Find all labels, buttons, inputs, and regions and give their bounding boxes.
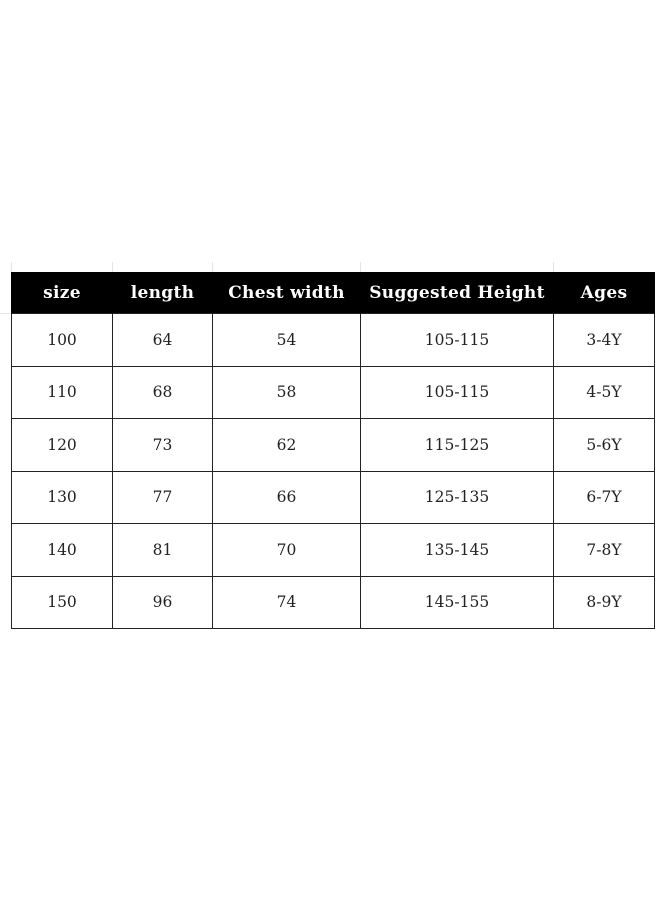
- table-row: 110 68 58 105-115 4-5Y: [11, 365, 655, 419]
- cell-ages: 8-9Y: [553, 575, 655, 629]
- cell-size: 150: [11, 575, 113, 629]
- cell-suggested-height: 145-155: [360, 575, 554, 629]
- cell-chest-width: 70: [212, 523, 361, 577]
- cell-length: 73: [112, 418, 213, 472]
- grid-line: [0, 313, 11, 314]
- cell-size: 130: [11, 470, 113, 524]
- header-chest-width: Chest width: [212, 272, 361, 314]
- cell-length: 68: [112, 365, 213, 419]
- header-row: size length Chest width Suggested Height…: [11, 272, 655, 314]
- cell-ages: 3-4Y: [553, 313, 655, 367]
- header-length: length: [112, 272, 213, 314]
- cell-size: 110: [11, 365, 113, 419]
- cell-ages: 4-5Y: [553, 365, 655, 419]
- cell-suggested-height: 135-145: [360, 523, 554, 577]
- cell-ages: 5-6Y: [553, 418, 655, 472]
- cell-size: 100: [11, 313, 113, 367]
- cell-chest-width: 58: [212, 365, 361, 419]
- grid-line: [112, 262, 113, 272]
- cell-chest-width: 62: [212, 418, 361, 472]
- table-row: 150 96 74 145-155 8-9Y: [11, 575, 655, 629]
- grid-line: [360, 262, 361, 272]
- cell-size: 140: [11, 523, 113, 577]
- table-row: 100 64 54 105-115 3-4Y: [11, 313, 655, 367]
- grid-line: [11, 262, 12, 272]
- cell-chest-width: 74: [212, 575, 361, 629]
- cell-ages: 7-8Y: [553, 523, 655, 577]
- header-suggested-height: Suggested Height: [360, 272, 554, 314]
- cell-suggested-height: 115-125: [360, 418, 554, 472]
- cell-ages: 6-7Y: [553, 470, 655, 524]
- cell-suggested-height: 105-115: [360, 365, 554, 419]
- cell-chest-width: 54: [212, 313, 361, 367]
- grid-line: [553, 262, 554, 272]
- header-size: size: [11, 272, 113, 314]
- cell-suggested-height: 105-115: [360, 313, 554, 367]
- cell-length: 96: [112, 575, 213, 629]
- grid-line: [212, 262, 213, 272]
- table-row: 120 73 62 115-125 5-6Y: [11, 418, 655, 472]
- cell-length: 64: [112, 313, 213, 367]
- size-chart-table: size length Chest width Suggested Height…: [11, 272, 655, 629]
- table-row: 140 81 70 135-145 7-8Y: [11, 523, 655, 577]
- cell-length: 77: [112, 470, 213, 524]
- cell-suggested-height: 125-135: [360, 470, 554, 524]
- table-row: 130 77 66 125-135 6-7Y: [11, 470, 655, 524]
- cell-length: 81: [112, 523, 213, 577]
- cell-chest-width: 66: [212, 470, 361, 524]
- cell-size: 120: [11, 418, 113, 472]
- header-ages: Ages: [553, 272, 655, 314]
